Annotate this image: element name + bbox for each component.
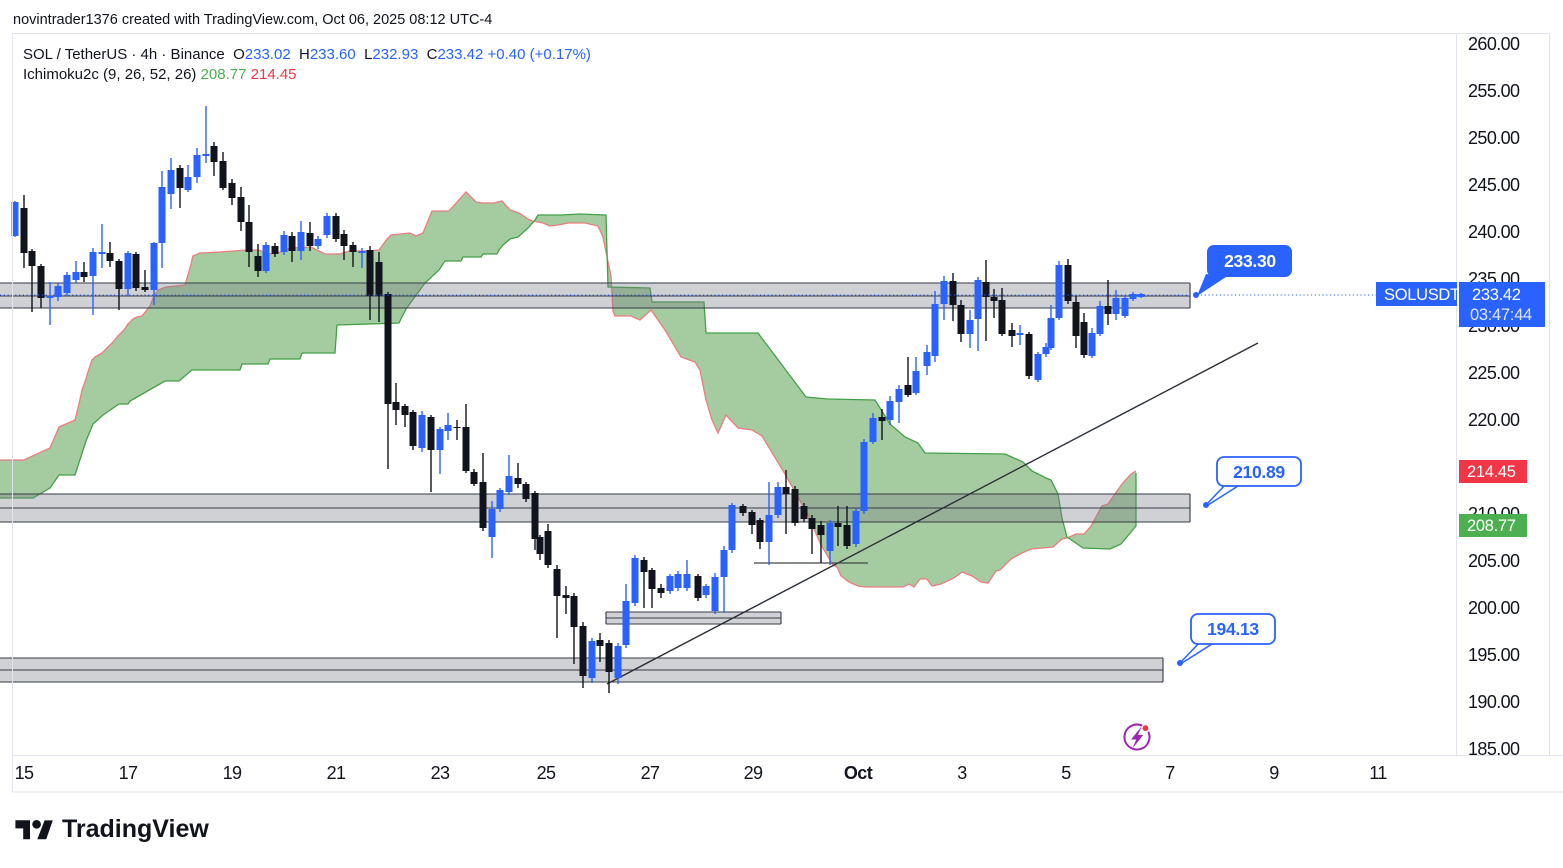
svg-text:03:47:44: 03:47:44 — [1470, 306, 1532, 324]
svg-text:19: 19 — [223, 763, 242, 783]
svg-text:200.00: 200.00 — [1468, 598, 1520, 618]
svg-text:240.00: 240.00 — [1468, 222, 1520, 242]
svg-text:214.45: 214.45 — [1467, 463, 1516, 481]
svg-text:185.00: 185.00 — [1468, 739, 1520, 759]
svg-text:29: 29 — [744, 763, 763, 783]
svg-text:194.13: 194.13 — [1207, 619, 1259, 639]
svg-text:7: 7 — [1165, 763, 1175, 783]
svg-text:250.00: 250.00 — [1468, 128, 1520, 148]
svg-text:260.00: 260.00 — [1468, 34, 1520, 54]
svg-text:208.77: 208.77 — [1467, 517, 1516, 535]
svg-text:SOLUSDT: SOLUSDT — [1384, 286, 1460, 304]
svg-text:23: 23 — [431, 763, 450, 783]
svg-text:225.00: 225.00 — [1468, 363, 1520, 383]
svg-text:3: 3 — [957, 763, 967, 783]
svg-text:11: 11 — [1369, 763, 1387, 783]
svg-text:233.42: 233.42 — [1472, 286, 1521, 304]
svg-text:245.00: 245.00 — [1468, 175, 1520, 195]
svg-text:233.30: 233.30 — [1224, 251, 1276, 271]
svg-text:25: 25 — [537, 763, 556, 783]
svg-text:205.00: 205.00 — [1468, 551, 1520, 571]
svg-text:210.89: 210.89 — [1233, 462, 1285, 482]
svg-text:17: 17 — [119, 763, 138, 783]
svg-text:novintrader1376 created with T: novintrader1376 created with TradingView… — [13, 12, 492, 28]
svg-text:195.00: 195.00 — [1468, 645, 1520, 665]
svg-text:SOL / TetherUS · 4h · Binance: SOL / TetherUS · 4h · Binance O233.02 H2… — [23, 46, 591, 63]
svg-text:21: 21 — [327, 763, 346, 783]
svg-text:190.00: 190.00 — [1468, 692, 1520, 712]
svg-text:255.00: 255.00 — [1468, 81, 1520, 101]
svg-text:Ichimoku2c (9, 26, 52, 26) 208: Ichimoku2c (9, 26, 52, 26) 208.77 214.45 — [23, 66, 297, 83]
svg-text:220.00: 220.00 — [1468, 410, 1520, 430]
svg-text:27: 27 — [641, 763, 660, 783]
svg-text:Oct: Oct — [844, 763, 873, 783]
svg-text:TradingView: TradingView — [62, 815, 209, 843]
svg-text:15: 15 — [15, 763, 34, 783]
svg-text:9: 9 — [1269, 763, 1279, 783]
svg-text:5: 5 — [1061, 763, 1071, 783]
